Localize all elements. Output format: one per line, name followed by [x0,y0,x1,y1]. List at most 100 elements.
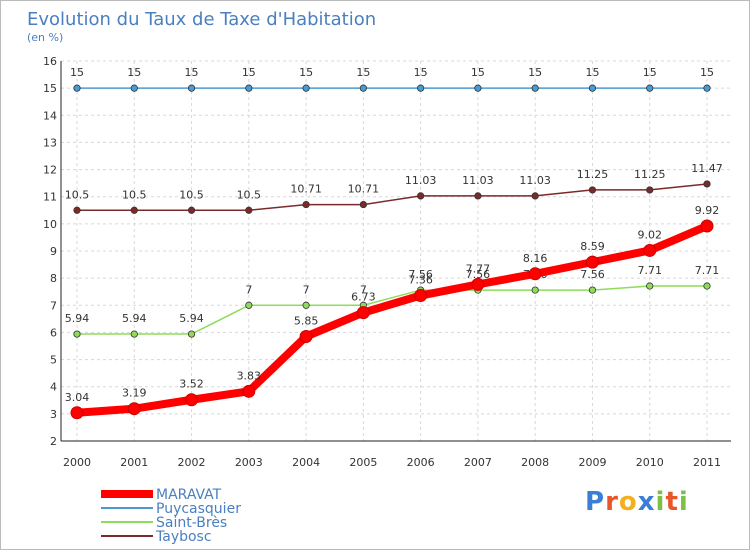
logo-letter: x [637,487,656,517]
data-label: 15 [185,66,199,79]
data-point [70,406,84,420]
data-point [187,206,196,214]
data-label: 10.71 [290,183,322,196]
data-point [302,301,310,309]
data-label: 10.5 [65,188,90,201]
data-point [130,84,138,92]
y-tick-label: 10 [43,218,57,231]
data-label: 15 [643,66,657,79]
data-point [359,84,367,92]
data-label: 11.25 [634,168,666,181]
logo-letter: r [605,487,619,517]
x-tick-label: 2005 [349,456,377,469]
data-point [703,84,711,92]
data-label: 7.56 [580,268,605,281]
data-label: 15 [299,66,313,79]
data-label: 11.25 [577,168,609,181]
data-label: 11.03 [405,174,437,187]
data-label: 7.71 [637,264,662,277]
data-point [474,84,482,92]
x-tick-label: 2010 [636,456,664,469]
data-label: 10.5 [237,188,262,201]
x-tick-label: 2006 [407,456,435,469]
data-point [646,186,654,194]
data-point [585,255,599,269]
data-label: 6.73 [351,291,376,304]
data-point [187,330,196,338]
x-tick-label: 2008 [521,456,549,469]
data-point [700,219,714,233]
legend-label: Puycasquier [156,501,241,517]
data-label: 15 [414,66,428,79]
data-point [356,306,370,320]
chart-subtitle: (en %) [27,31,63,44]
data-point [414,289,428,303]
series-layer: 15 15 15 15 15 15 15 15 15 15 15 15 10.5 10.5 10.5 10.5… [65,66,723,420]
data-point [588,84,597,92]
data-label: 15 [127,66,141,79]
data-label: 7.56 [408,268,433,281]
data-label: 7.71 [695,264,720,277]
data-point [359,200,367,209]
data-point [646,84,654,92]
data-label: 3.19 [122,387,147,400]
data-point [703,282,711,290]
data-label: 15 [356,66,370,79]
data-label: 7 [360,283,367,296]
axis-layer: 2 3 4 5 6 7 8 9 10 11 12 13 14 15 16 2000 2001 2002 2003 20… [43,55,731,469]
data-label: 11.47 [691,162,723,175]
data-label: 5.94 [65,312,90,325]
data-point [187,84,196,92]
data-point [531,286,539,294]
data-point [130,330,138,338]
legend-label: MARAVAT [156,487,222,503]
data-label: 10.5 [179,188,204,201]
data-point [242,384,256,398]
y-tick-label: 12 [43,164,57,177]
x-tick-label: 2004 [292,456,320,469]
x-tick-label: 2002 [178,456,206,469]
data-label: 5.85 [294,315,319,328]
y-tick-label: 9 [50,245,57,258]
data-point [185,393,199,407]
data-point [302,84,310,92]
legend-label: Tayb​osc [155,529,212,545]
x-tick-label: 2011 [693,456,721,469]
data-label: 7 [245,283,252,296]
y-tick-label: 7 [50,299,57,312]
data-point [245,206,253,214]
x-tick-label: 2001 [120,456,148,469]
data-point [73,206,81,214]
data-point [646,282,654,290]
data-point [130,206,138,214]
data-point [302,200,310,209]
y-tick-label: 14 [43,109,57,122]
data-label: 15 [585,66,599,79]
data-label: 15 [242,66,256,79]
data-label: 7.77 [466,262,491,275]
data-label: 8.59 [580,240,605,253]
data-point [299,330,313,343]
logo-letter: t [665,487,679,517]
data-label: 15 [528,66,542,79]
data-label: 3.52 [179,378,204,391]
data-point [127,402,141,416]
x-tick-label: 2003 [235,456,263,469]
legend-label: Saint-Brès [156,515,227,531]
data-point [528,267,542,281]
data-point [703,180,711,188]
data-label: 7.36 [408,274,433,287]
logo-letter: o [618,487,638,517]
data-label: 15 [471,66,485,79]
data-point [531,192,539,200]
data-label: 3.04 [65,391,90,404]
data-label: 15 [70,66,84,79]
y-tick-label: 2 [50,435,57,448]
data-label: 10.71 [348,183,380,196]
data-point [73,84,81,92]
data-point [588,186,597,194]
data-label: 10.5 [122,188,147,201]
logo-letter: i [655,487,666,517]
data-label: 15 [700,66,714,79]
